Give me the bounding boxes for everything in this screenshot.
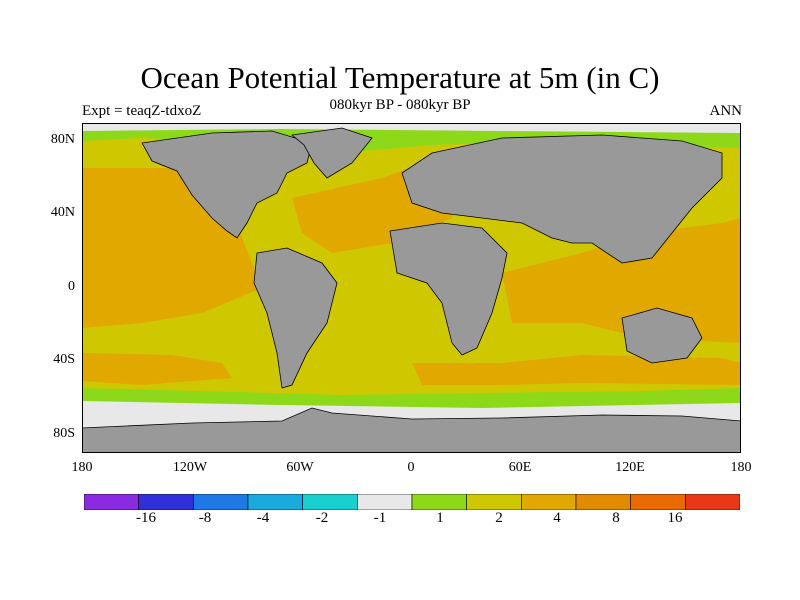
map-frame — [82, 123, 741, 453]
australia-landmass — [621, 307, 703, 364]
time-range-label: 080kyr BP - 080kyr BP — [329, 97, 471, 113]
colorbar-label: 4 — [553, 510, 561, 526]
colorbar-swatch — [521, 494, 577, 510]
colorbar-swatch — [575, 494, 631, 510]
south-america-landmass — [253, 247, 338, 389]
north-america-landmass — [141, 130, 313, 239]
colorbar-label: 2 — [495, 510, 503, 526]
season-label: ANN — [709, 103, 743, 119]
colorbar-swatch — [193, 494, 249, 510]
cold-ocean-region — [82, 123, 741, 133]
africa-landmass — [389, 222, 508, 356]
lon-tick-label: 60W — [286, 460, 314, 475]
warm-ocean-region — [502, 218, 741, 343]
colorbar-label: -1 — [373, 510, 387, 526]
warm-ocean-region — [412, 355, 741, 385]
colorbar-label: -8 — [198, 510, 212, 526]
lon-tick-label: 0 — [407, 460, 415, 475]
colorbar-label: -2 — [315, 510, 329, 526]
colorbar-label: 1 — [436, 510, 444, 526]
colorbar-swatch — [466, 494, 522, 510]
colorbar-label: -16 — [136, 510, 156, 526]
lon-tick-label: 180 — [730, 460, 752, 475]
warm-ocean-region — [82, 353, 232, 385]
colorbar-swatch — [630, 494, 686, 510]
colorbar-swatch — [357, 494, 413, 510]
lon-tick-label: 120W — [172, 460, 208, 475]
lon-tick-label: 180 — [71, 460, 93, 475]
lon-tick-label: 60E — [508, 460, 532, 475]
colorbar-label: -4 — [256, 510, 270, 526]
experiment-label: Expt = teaqZ-tdxoZ — [82, 103, 202, 119]
colorbar-label: 8 — [612, 510, 620, 526]
eurasia-landmass — [401, 134, 723, 264]
world-map — [82, 123, 741, 453]
lat-tick-label: 80S — [53, 426, 75, 441]
lat-tick-label: 40S — [53, 352, 75, 367]
lon-tick-label: 120E — [615, 460, 645, 475]
colorbar-swatch — [302, 494, 358, 510]
colorbar-swatch — [138, 494, 194, 510]
chart-title: Ocean Potential Temperature at 5m (in C) — [140, 60, 660, 95]
lat-tick-label: 80N — [50, 132, 75, 147]
colorbar-swatch — [247, 494, 303, 510]
colorbar-label: 16 — [667, 510, 683, 526]
colorbar-swatch — [84, 494, 139, 510]
antarctica-landmass — [82, 407, 741, 453]
colorbar-swatch — [411, 494, 467, 510]
colorbar-swatch — [685, 494, 740, 510]
colorbar — [84, 494, 740, 510]
lat-tick-label: 0 — [68, 279, 75, 294]
lat-tick-label: 40N — [50, 205, 75, 220]
greenland-landmass — [291, 127, 373, 179]
